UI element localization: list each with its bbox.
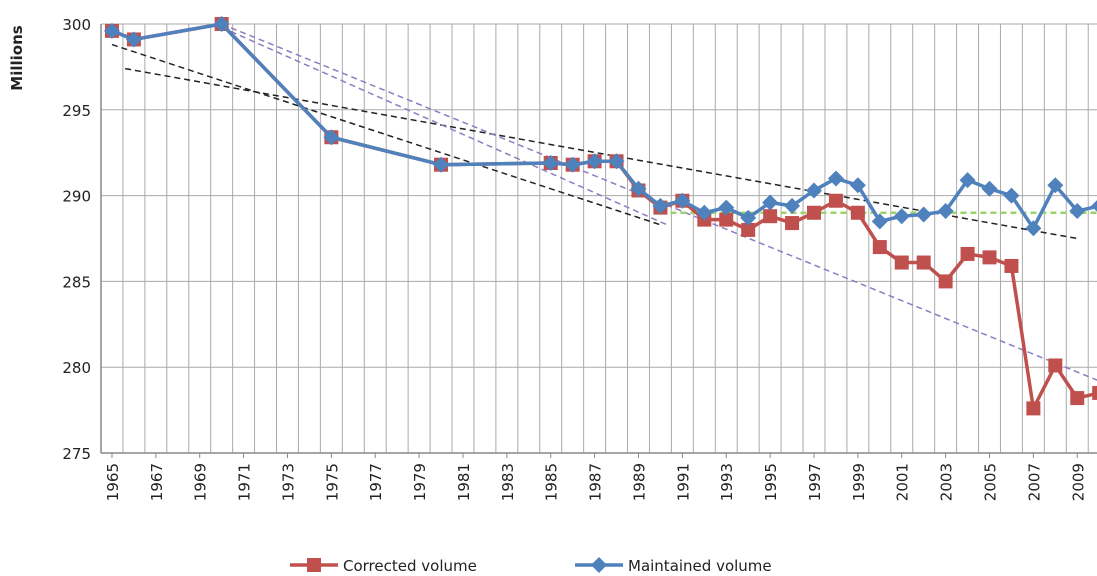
x-tick-label: 1985 — [543, 463, 561, 501]
marker-square — [1092, 385, 1097, 400]
marker-diamond — [827, 170, 844, 187]
y-tick-label: 295 — [62, 102, 91, 120]
marker-diamond — [564, 156, 581, 173]
marker-square — [982, 250, 997, 265]
marker-square — [1048, 358, 1063, 373]
y-axis-label: Millions — [8, 25, 26, 90]
x-tick-label: 2007 — [1025, 463, 1043, 501]
plot-area — [103, 16, 1097, 416]
x-tick-label: 1979 — [411, 463, 429, 501]
marker-diamond — [959, 172, 976, 189]
x-tick-label: 2009 — [1069, 463, 1087, 501]
marker-diamond — [937, 203, 954, 220]
series-line — [111, 22, 1097, 230]
marker-diamond — [893, 208, 910, 225]
marker-diamond — [718, 199, 735, 216]
x-tick-label: 1983 — [499, 463, 517, 501]
marker-diamond — [849, 177, 866, 194]
x-tick-label: 1971 — [236, 463, 254, 501]
marker-diamond — [915, 206, 932, 223]
marker-diamond — [591, 557, 607, 573]
marker-square — [741, 222, 756, 237]
x-tick-label: 2005 — [982, 463, 1000, 501]
marker-square — [785, 216, 800, 231]
x-tick-label: 2003 — [938, 463, 956, 501]
marker-diamond — [630, 180, 647, 197]
marker-square — [1004, 258, 1019, 273]
marker-square — [763, 209, 778, 224]
marker-diamond — [740, 209, 757, 226]
marker-square — [916, 255, 931, 270]
marker-diamond — [784, 197, 801, 214]
x-tick-label: 1999 — [850, 463, 868, 501]
legend-label: Maintained volume — [628, 557, 772, 575]
marker-diamond — [1069, 203, 1086, 220]
x-tick-label: 1967 — [148, 463, 166, 501]
marker-diamond — [103, 22, 120, 39]
marker-diamond — [762, 194, 779, 211]
marker-diamond — [805, 182, 822, 199]
marker-diamond — [871, 213, 888, 230]
marker-diamond — [1091, 200, 1097, 212]
marker-square — [806, 205, 821, 220]
marker-square — [719, 212, 734, 227]
marker-diamond — [608, 153, 625, 170]
marker-diamond — [586, 153, 603, 170]
x-tick-label: 1987 — [587, 463, 605, 501]
x-tick-label: 1975 — [323, 463, 341, 501]
y-tick-label: 275 — [62, 445, 91, 463]
marker-square — [307, 558, 321, 572]
x-tick-label: 1997 — [806, 463, 824, 501]
x-tick-label: 1991 — [674, 463, 692, 501]
marker-diamond — [1003, 187, 1020, 204]
marker-diamond — [323, 129, 340, 146]
x-tick-label: 1977 — [367, 463, 385, 501]
marker-square — [850, 205, 865, 220]
x-tick-label: 1973 — [279, 463, 297, 501]
x-tick-label: 1969 — [192, 463, 210, 501]
marker-square — [960, 246, 975, 261]
trend-line — [221, 26, 668, 226]
marker-diamond — [674, 192, 691, 209]
marker-diamond — [125, 31, 142, 48]
x-tick-label: 1981 — [455, 463, 473, 501]
y-tick-label: 290 — [62, 188, 91, 206]
y-tick-label: 300 — [62, 16, 91, 34]
x-tick-label: 1993 — [718, 463, 736, 501]
y-tick-label: 285 — [62, 273, 91, 291]
marker-square — [894, 255, 909, 270]
marker-diamond — [213, 16, 230, 32]
marker-square — [828, 193, 843, 208]
marker-diamond — [1047, 177, 1064, 194]
marker-square — [872, 240, 887, 255]
marker-square — [1070, 391, 1085, 406]
marker-square — [938, 274, 953, 289]
marker-diamond — [542, 154, 559, 171]
y-tick-label: 280 — [62, 359, 91, 377]
x-tick-label: 1965 — [104, 463, 122, 501]
marker-diamond — [696, 204, 713, 221]
x-tick-label: 2001 — [894, 463, 912, 501]
marker-diamond — [433, 156, 450, 173]
trend-line — [111, 43, 661, 226]
trend-line — [125, 67, 1078, 240]
marker-diamond — [652, 197, 669, 214]
x-tick-label: 1995 — [762, 463, 780, 501]
marker-diamond — [1025, 220, 1042, 237]
series-line — [111, 22, 1097, 411]
legend-label: Corrected volume — [343, 557, 477, 575]
x-tick-label: 1989 — [630, 463, 648, 501]
marker-diamond — [981, 180, 998, 197]
marker-square — [1026, 401, 1041, 416]
